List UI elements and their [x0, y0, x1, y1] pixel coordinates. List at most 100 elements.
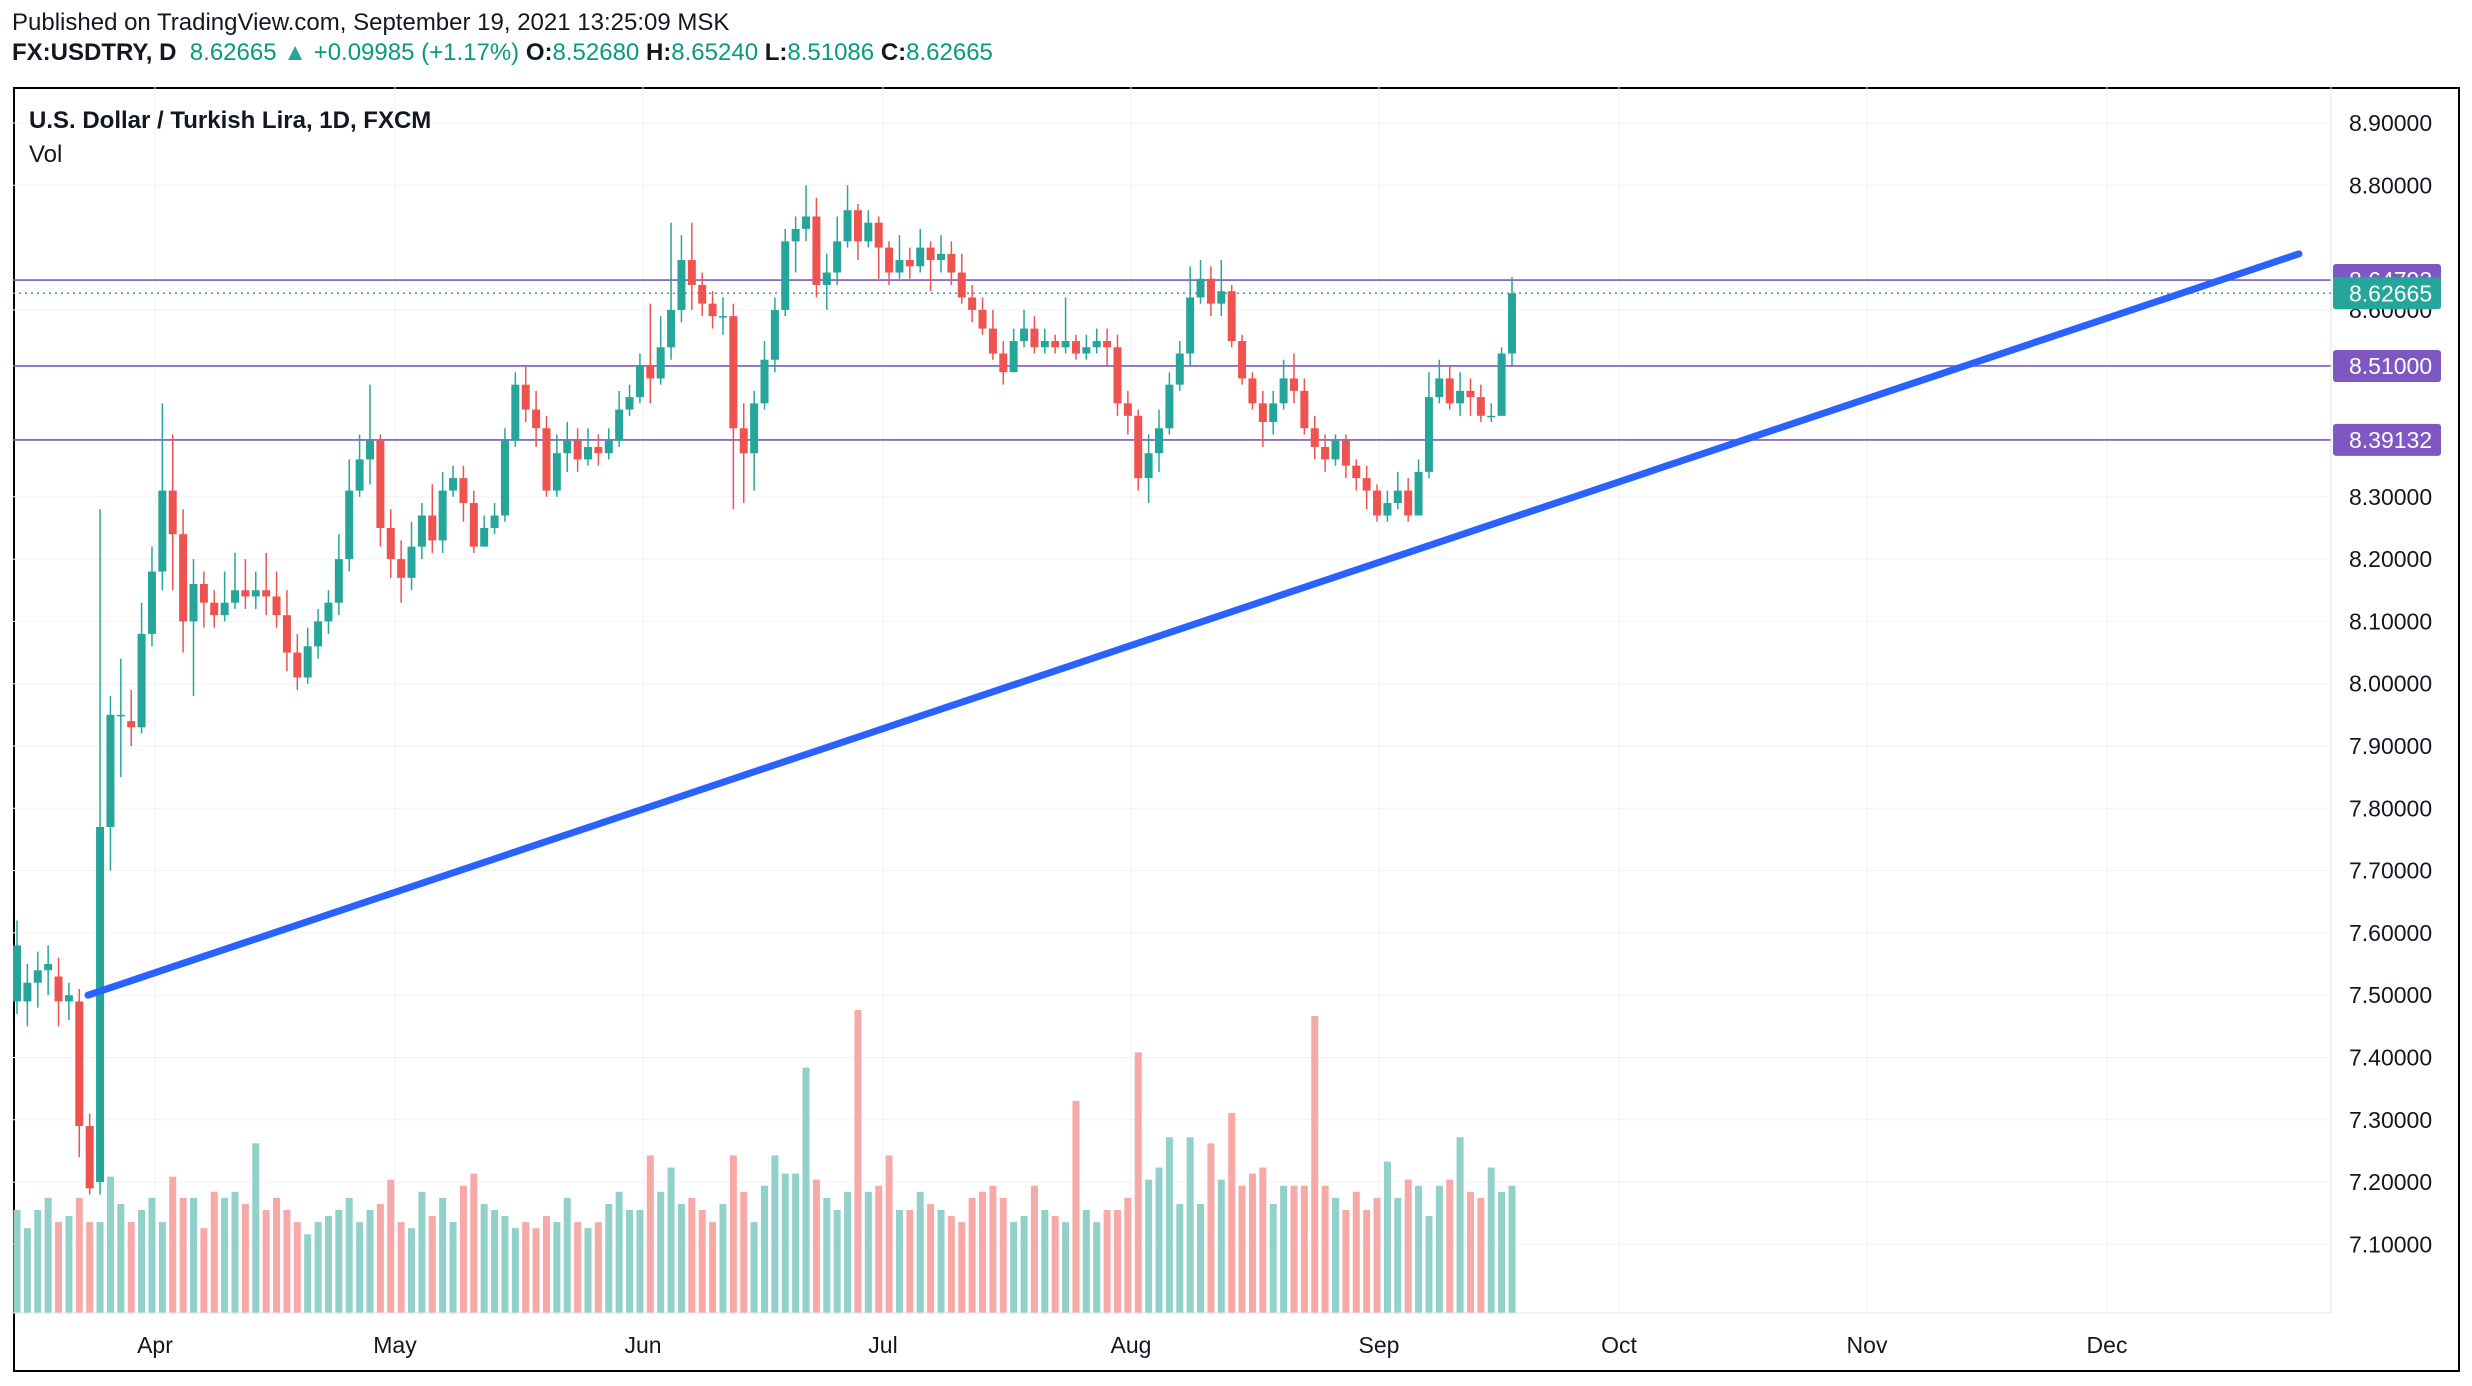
volume-bar [324, 1216, 332, 1313]
volume-bar [979, 1191, 987, 1313]
chart-legend: U.S. Dollar / Turkish Lira, 1D, FXCM Vol [29, 104, 431, 172]
volume-indicator-label[interactable]: Vol [29, 141, 63, 168]
volume-bar [1477, 1197, 1485, 1313]
volume-bar [1020, 1216, 1028, 1313]
volume-bars [13, 1010, 1516, 1313]
candle-body [812, 216, 821, 285]
candle-body [1310, 428, 1319, 447]
volume-bar [262, 1209, 270, 1313]
price-tick-label: 7.60000 [2349, 920, 2432, 946]
volume-bar [189, 1197, 197, 1313]
candle-body [397, 559, 406, 578]
volume-bar [1238, 1185, 1246, 1313]
volume-bar [875, 1185, 883, 1313]
volume-bar [844, 1191, 852, 1313]
volume-bar [657, 1191, 665, 1313]
candle-body [75, 1001, 84, 1127]
volume-bar [719, 1203, 727, 1313]
volume-bar [127, 1222, 135, 1313]
price-badge-label: 8.39132 [2349, 427, 2432, 453]
candle-body [584, 446, 593, 460]
candle-body [822, 272, 831, 285]
candle-body [1362, 478, 1371, 491]
volume-bar [1062, 1222, 1070, 1313]
volume-bar [1446, 1179, 1454, 1313]
candle-body [864, 222, 873, 242]
instrument-title[interactable]: U.S. Dollar / Turkish Lira, 1D, FXCM [29, 107, 432, 134]
candle-body [874, 222, 883, 248]
volume-bar [1300, 1185, 1308, 1313]
candle-body [220, 602, 229, 616]
candle-body [459, 478, 468, 504]
volume-bar [376, 1203, 384, 1313]
volume-bar [1228, 1113, 1236, 1313]
price-badge [2333, 277, 2441, 310]
candle-body [968, 297, 977, 310]
volume-bar [241, 1203, 249, 1313]
candle-body [1071, 341, 1080, 354]
trendline [84, 250, 2303, 999]
candle-body [542, 428, 551, 491]
candle-body [23, 982, 32, 1002]
volume-bar [1176, 1203, 1184, 1313]
volume-bar [1072, 1100, 1080, 1313]
candle-body [895, 260, 904, 273]
candle-body [158, 490, 167, 572]
candle-body [1248, 378, 1257, 404]
volume-bar [314, 1222, 322, 1313]
candle-body [1165, 384, 1174, 429]
candle-body [698, 284, 707, 304]
candle-body [791, 228, 800, 242]
price-tick-label: 7.90000 [2349, 733, 2432, 759]
volume-bar [1093, 1222, 1101, 1313]
volume-bar [511, 1228, 519, 1313]
candle-body [1289, 378, 1298, 391]
volume-bar [729, 1155, 737, 1313]
volume-bar [854, 1010, 862, 1313]
volume-bar [366, 1209, 374, 1313]
volume-bar [1010, 1222, 1018, 1313]
volume-bar [1113, 1209, 1121, 1313]
volume-bar [958, 1222, 966, 1313]
candle-body [573, 440, 582, 460]
candle-body [708, 303, 717, 317]
volume-bar [688, 1197, 696, 1313]
volume-bar [1280, 1185, 1288, 1313]
candle-body [303, 646, 312, 678]
chart-header: Published on TradingView.com, September … [12, 8, 993, 68]
volume-bar [65, 1216, 73, 1313]
candle-body [106, 714, 115, 827]
volume-bar [1030, 1185, 1038, 1313]
price-axis: 8.900008.800008.600008.300008.200008.100… [2349, 110, 2432, 1257]
candle-body [1206, 278, 1215, 304]
candle-body [646, 365, 655, 379]
candle-body [1456, 390, 1465, 404]
candle-body [604, 440, 613, 454]
published-line: Published on TradingView.com, September … [12, 9, 730, 36]
volume-bar [750, 1222, 758, 1313]
candle-body [345, 490, 354, 560]
candle-body [231, 590, 240, 603]
candle-body [1196, 278, 1205, 298]
volume-bar [636, 1209, 644, 1313]
candle-body [417, 515, 426, 547]
candle-body [1009, 341, 1018, 373]
volume-bar [1082, 1209, 1090, 1313]
price-tick-label: 8.00000 [2349, 671, 2432, 697]
candle-body [739, 428, 748, 454]
volume-bar [13, 1209, 21, 1313]
volume-bar [1207, 1143, 1215, 1313]
volume-bar [117, 1203, 125, 1313]
volume-bar [646, 1155, 654, 1313]
high-label: H: [645, 39, 672, 66]
volume-bar [34, 1209, 42, 1313]
candle-body [563, 440, 572, 454]
chart-frame[interactable] [13, 87, 2460, 1372]
volume-bar [335, 1209, 343, 1313]
volume-bar [408, 1228, 416, 1313]
price-tick-label: 8.90000 [2349, 110, 2432, 136]
up-arrow-icon: ▲ [283, 39, 307, 66]
candle-body [905, 260, 914, 267]
candle-body [635, 365, 644, 398]
